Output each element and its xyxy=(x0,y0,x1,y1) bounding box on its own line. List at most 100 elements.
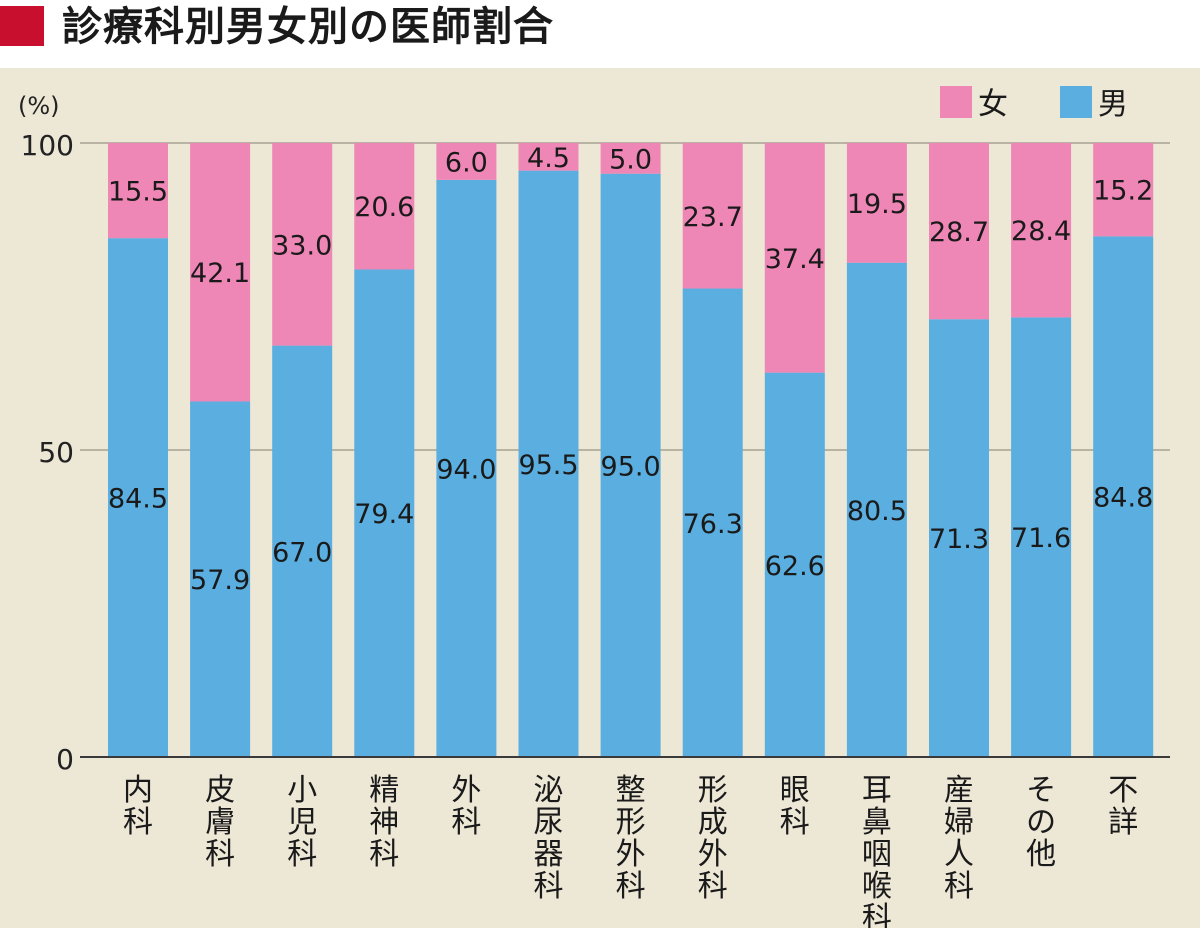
bar-female-5 xyxy=(518,143,579,171)
y-tick-label: 0 xyxy=(56,743,74,776)
y-tick-label: 50 xyxy=(38,436,74,469)
category-label: 器 xyxy=(534,837,564,872)
data-label-male: 80.5 xyxy=(847,496,907,527)
category-label: 科 xyxy=(369,837,399,872)
category-label: 膚 xyxy=(205,805,235,840)
title-marker xyxy=(0,6,44,46)
data-label-male: 95.5 xyxy=(518,450,578,481)
category-label: 外 xyxy=(451,773,481,808)
bar-male-3 xyxy=(354,269,415,757)
data-label-female: 42.1 xyxy=(190,258,250,289)
data-label-male: 62.6 xyxy=(765,551,825,582)
bar-female-9 xyxy=(846,143,907,263)
category-label: 科 xyxy=(862,901,892,928)
data-label-female: 37.4 xyxy=(765,244,825,275)
category-label: 科 xyxy=(534,869,564,904)
chart-title: 診療科別男女別の医師割合 xyxy=(62,4,554,50)
category-label: 喉 xyxy=(862,869,892,904)
category-label: 小 xyxy=(287,773,317,808)
bar-male-12 xyxy=(1093,236,1154,757)
data-label-female: 15.5 xyxy=(108,177,168,208)
y-tick-label: 100 xyxy=(21,129,74,162)
category-label: 精 xyxy=(369,773,399,808)
bar-female-6 xyxy=(600,143,661,174)
category-label: 形 xyxy=(698,773,728,808)
category-label: 児 xyxy=(287,805,317,840)
category-label: 人 xyxy=(944,837,974,872)
bar-female-3 xyxy=(354,143,415,270)
legend-label: 女 xyxy=(978,87,1008,122)
bar-male-5 xyxy=(518,170,579,757)
bar-female-4 xyxy=(436,143,497,180)
category-label: 科 xyxy=(780,805,810,840)
data-label-male: 71.6 xyxy=(1011,523,1071,554)
category-label: 科 xyxy=(287,837,317,872)
data-label-male: 79.4 xyxy=(354,499,414,530)
category-label: 鼻 xyxy=(862,805,892,840)
category-label: 産 xyxy=(944,773,974,808)
category-label: 科 xyxy=(698,869,728,904)
category-label: 尿 xyxy=(534,805,564,840)
data-label-male: 94.0 xyxy=(436,454,496,485)
category-label: 科 xyxy=(944,869,974,904)
bar-male-6 xyxy=(600,173,661,757)
category-label: 科 xyxy=(616,869,646,904)
bar-male-8 xyxy=(764,372,825,757)
legend-label: 男 xyxy=(1098,87,1128,122)
data-label-male: 71.3 xyxy=(929,524,989,555)
category-label: 神 xyxy=(369,805,399,840)
data-label-female: 23.7 xyxy=(683,202,743,233)
category-label: 科 xyxy=(451,805,481,840)
category-label: 外 xyxy=(616,837,646,872)
bar-male-2 xyxy=(272,345,333,757)
bar-female-7 xyxy=(682,143,743,289)
data-label-male: 76.3 xyxy=(683,509,743,540)
data-label-female: 19.5 xyxy=(847,189,907,220)
bar-male-11 xyxy=(1011,317,1072,757)
category-label: 外 xyxy=(698,837,728,872)
bar-female-0 xyxy=(108,143,168,239)
bar-female-1 xyxy=(190,143,251,402)
bar-female-10 xyxy=(929,143,989,320)
data-label-female: 28.7 xyxy=(929,217,989,248)
bar-male-4 xyxy=(436,179,497,758)
data-label-male: 95.0 xyxy=(601,451,661,482)
category-label: 科 xyxy=(123,805,153,840)
category-label: 泌 xyxy=(534,773,564,808)
data-label-male: 84.5 xyxy=(108,484,168,515)
data-label-male: 67.0 xyxy=(272,537,332,568)
category-label: 詳 xyxy=(1108,805,1138,840)
legend-swatch-1 xyxy=(1060,86,1092,118)
bar-male-0 xyxy=(108,238,168,758)
data-label-female: 5.0 xyxy=(609,144,652,175)
category-label: 整 xyxy=(616,773,646,808)
category-label: 婦 xyxy=(944,805,974,840)
category-label: そ xyxy=(1026,773,1056,808)
category-label: 内 xyxy=(123,773,153,808)
bar-male-10 xyxy=(929,319,989,757)
bar-female-12 xyxy=(1093,143,1154,237)
data-label-female: 4.5 xyxy=(527,143,570,174)
category-label: 皮 xyxy=(205,773,235,808)
category-label: 耳 xyxy=(862,773,892,808)
category-label: 他 xyxy=(1026,837,1056,872)
data-label-female: 6.0 xyxy=(445,147,488,178)
category-label: 成 xyxy=(698,805,728,840)
category-label: 眼 xyxy=(780,773,810,808)
data-label-female: 28.4 xyxy=(1011,216,1071,247)
y-unit-label: (%) xyxy=(18,92,60,120)
data-label-male: 57.9 xyxy=(190,565,250,596)
data-label-female: 20.6 xyxy=(354,192,414,223)
category-label: 形 xyxy=(616,805,646,840)
category-label: 不 xyxy=(1108,773,1138,808)
bar-female-8 xyxy=(764,143,825,373)
title-bar: 診療科別男女別の医師割合 xyxy=(0,0,1200,68)
data-label-male: 84.8 xyxy=(1093,483,1153,514)
bar-male-9 xyxy=(846,262,907,757)
bar-male-1 xyxy=(190,401,251,757)
bar-female-11 xyxy=(1011,143,1072,318)
data-label-female: 15.2 xyxy=(1093,176,1153,207)
legend-swatch-0 xyxy=(940,86,972,118)
bar-male-7 xyxy=(682,288,743,757)
